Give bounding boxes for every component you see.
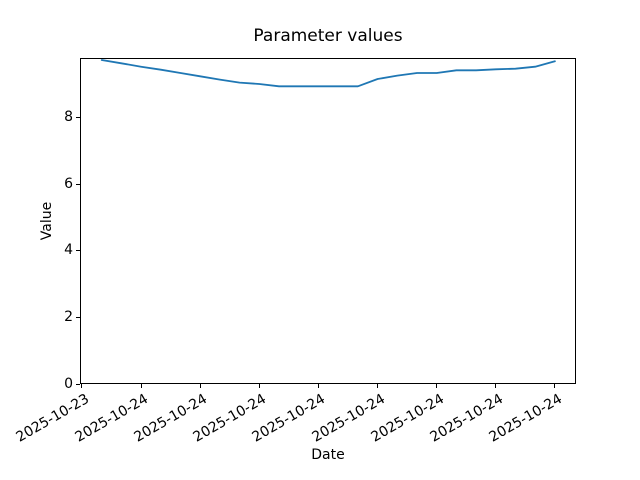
y-tick	[76, 183, 80, 185]
plot-area	[80, 58, 576, 384]
x-tick	[436, 384, 438, 388]
x-tick	[199, 384, 201, 388]
y-tick-label: 8	[64, 109, 73, 126]
x-tick-label: 2025-10-23	[13, 391, 92, 446]
x-tick	[317, 384, 319, 388]
y-tick-label: 2	[64, 308, 73, 325]
x-axis-label: Date	[311, 447, 345, 463]
data-line	[100, 59, 556, 88]
y-tick	[76, 316, 80, 318]
data-line-svg	[100, 59, 556, 88]
y-tick-label: 6	[64, 175, 73, 192]
y-tick-label: 4	[64, 242, 73, 259]
y-tick	[76, 117, 80, 119]
x-tick	[495, 384, 497, 388]
y-axis-label: Value	[39, 201, 55, 241]
y-tick	[76, 250, 80, 252]
x-tick	[81, 384, 83, 388]
y-tick-label: 0	[64, 375, 73, 392]
x-tick	[554, 384, 556, 388]
x-tick	[258, 384, 260, 388]
x-tick	[377, 384, 379, 388]
chart-title: Parameter values	[253, 26, 403, 46]
x-tick	[140, 384, 142, 388]
y-tick	[76, 383, 80, 385]
